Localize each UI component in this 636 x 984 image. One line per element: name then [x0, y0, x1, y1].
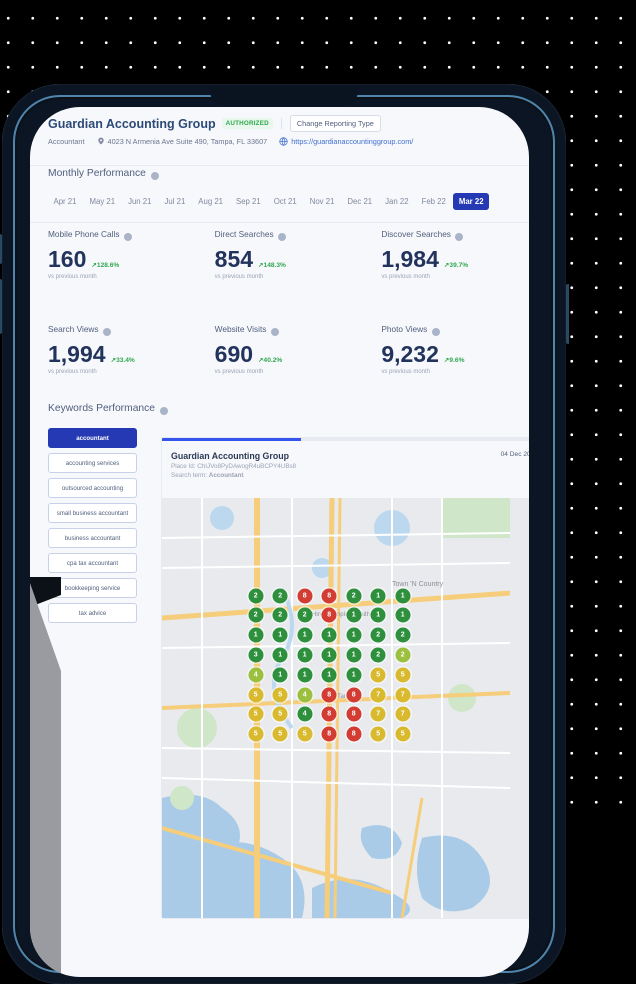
svg-text:Town 'N Country: Town 'N Country: [392, 581, 444, 588]
svg-text:Hinds Temple of Faith: Hinds Temple of Faith: [312, 612, 370, 618]
